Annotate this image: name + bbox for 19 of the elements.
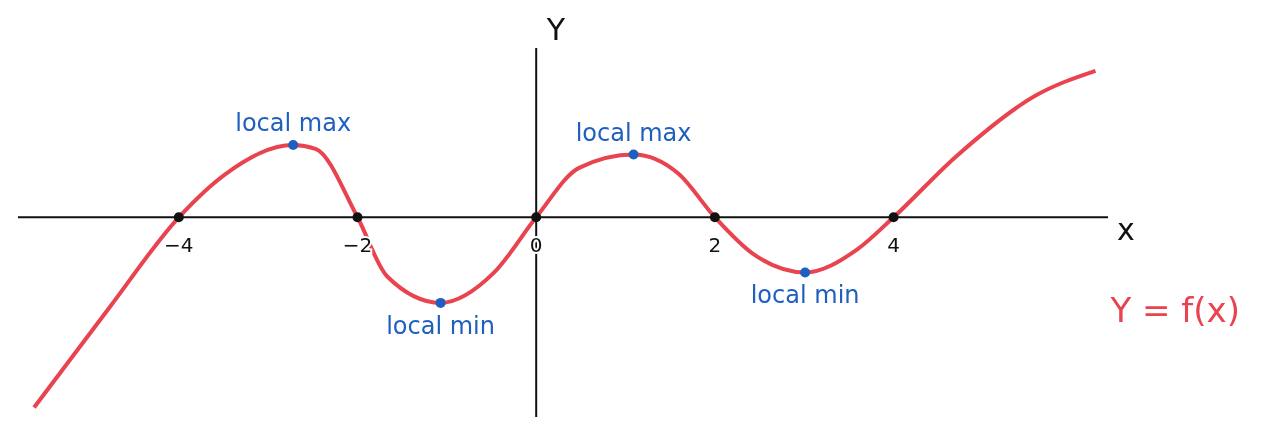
x-tick-label: 4	[887, 232, 900, 257]
text: Y = f(x)	[1109, 289, 1240, 330]
annotation: local max	[575, 118, 692, 147]
point	[888, 212, 899, 223]
point	[709, 212, 720, 223]
annotation: local min	[386, 311, 495, 340]
x-axis-title: x	[1117, 211, 1135, 247]
point	[628, 149, 639, 160]
annotation: local max	[235, 109, 352, 138]
point	[435, 297, 446, 308]
annotation: local min	[750, 281, 860, 310]
point	[288, 140, 299, 151]
x-tick-label: −4	[164, 232, 194, 257]
y-axis-title: Y	[545, 12, 566, 48]
x-tick-label: 2	[708, 232, 722, 257]
point	[352, 212, 363, 223]
point	[531, 212, 542, 223]
point	[800, 267, 811, 278]
point	[173, 212, 184, 223]
